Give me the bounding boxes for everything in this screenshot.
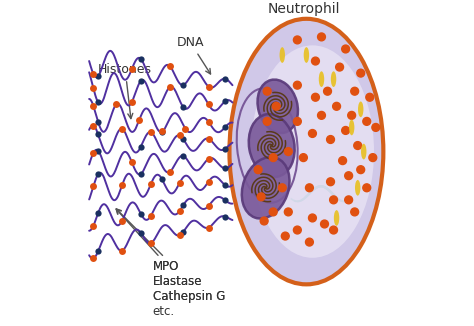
Circle shape bbox=[345, 172, 353, 180]
Circle shape bbox=[284, 148, 292, 156]
Circle shape bbox=[320, 220, 328, 228]
Circle shape bbox=[324, 87, 331, 95]
Circle shape bbox=[300, 154, 307, 161]
Circle shape bbox=[306, 238, 313, 246]
Circle shape bbox=[318, 33, 326, 41]
Ellipse shape bbox=[349, 120, 355, 135]
Circle shape bbox=[363, 117, 371, 125]
Ellipse shape bbox=[251, 45, 374, 258]
Text: Neutrophil: Neutrophil bbox=[267, 2, 340, 16]
Circle shape bbox=[354, 141, 362, 149]
Circle shape bbox=[351, 87, 359, 95]
Ellipse shape bbox=[257, 80, 298, 133]
Ellipse shape bbox=[358, 101, 364, 117]
Ellipse shape bbox=[280, 47, 285, 63]
Circle shape bbox=[327, 136, 335, 143]
Circle shape bbox=[254, 166, 262, 174]
Circle shape bbox=[257, 193, 265, 201]
Circle shape bbox=[348, 111, 356, 119]
Circle shape bbox=[327, 178, 335, 186]
Circle shape bbox=[306, 184, 313, 192]
Circle shape bbox=[342, 45, 349, 53]
Ellipse shape bbox=[331, 71, 336, 87]
Circle shape bbox=[293, 226, 301, 234]
Ellipse shape bbox=[229, 19, 383, 284]
Circle shape bbox=[309, 214, 316, 222]
Text: MPO
Elastase
Cathepsin G
etc.: MPO Elastase Cathepsin G etc. bbox=[116, 209, 225, 318]
Ellipse shape bbox=[355, 180, 360, 196]
Ellipse shape bbox=[319, 71, 324, 87]
Circle shape bbox=[269, 208, 277, 216]
Ellipse shape bbox=[334, 210, 339, 226]
Circle shape bbox=[269, 154, 277, 161]
Circle shape bbox=[369, 154, 377, 161]
Circle shape bbox=[345, 196, 353, 204]
Ellipse shape bbox=[361, 144, 366, 159]
Circle shape bbox=[351, 208, 359, 216]
Circle shape bbox=[342, 126, 349, 134]
Circle shape bbox=[357, 166, 365, 174]
Circle shape bbox=[333, 102, 340, 110]
Circle shape bbox=[311, 57, 319, 65]
Circle shape bbox=[357, 69, 365, 77]
Circle shape bbox=[309, 129, 316, 137]
Circle shape bbox=[293, 117, 301, 125]
Circle shape bbox=[282, 232, 289, 240]
Circle shape bbox=[311, 93, 319, 101]
Ellipse shape bbox=[249, 114, 295, 177]
Ellipse shape bbox=[242, 157, 290, 218]
Circle shape bbox=[278, 184, 286, 192]
Circle shape bbox=[372, 124, 380, 131]
Circle shape bbox=[263, 87, 271, 95]
Text: DNA: DNA bbox=[177, 36, 210, 74]
Circle shape bbox=[318, 111, 326, 119]
Circle shape bbox=[284, 208, 292, 216]
Circle shape bbox=[336, 63, 344, 71]
Circle shape bbox=[272, 102, 280, 110]
Text: MPO
Elastase
Cathepsin G: MPO Elastase Cathepsin G bbox=[116, 209, 225, 303]
Circle shape bbox=[363, 184, 371, 192]
Ellipse shape bbox=[304, 47, 309, 63]
Circle shape bbox=[293, 81, 301, 89]
Circle shape bbox=[293, 36, 301, 44]
Circle shape bbox=[260, 217, 268, 225]
Circle shape bbox=[329, 196, 337, 204]
Circle shape bbox=[263, 117, 271, 125]
Text: Histones: Histones bbox=[98, 63, 152, 119]
Circle shape bbox=[366, 93, 374, 101]
Circle shape bbox=[329, 226, 337, 234]
Circle shape bbox=[339, 157, 346, 165]
